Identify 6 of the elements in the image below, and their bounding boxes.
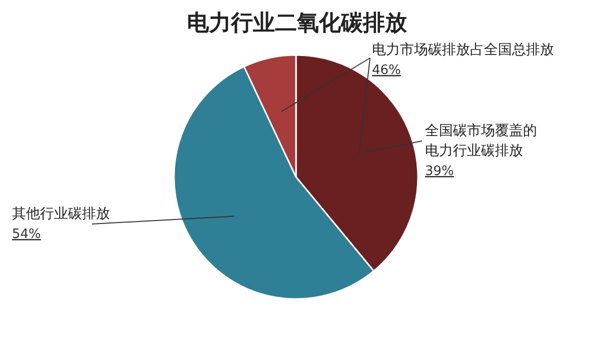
chart-title: 电力行业二氧化碳排放 (187, 11, 408, 36)
data-label: 39% (425, 164, 454, 179)
text: 电力市场碳排放占全国总排放 46% (372, 42, 554, 78)
slice-label: 全国碳市场覆盖的电力行业碳排放 (425, 123, 537, 159)
data-label: 54% (12, 227, 41, 242)
slice-label: 其他行业碳排放 (12, 206, 110, 222)
